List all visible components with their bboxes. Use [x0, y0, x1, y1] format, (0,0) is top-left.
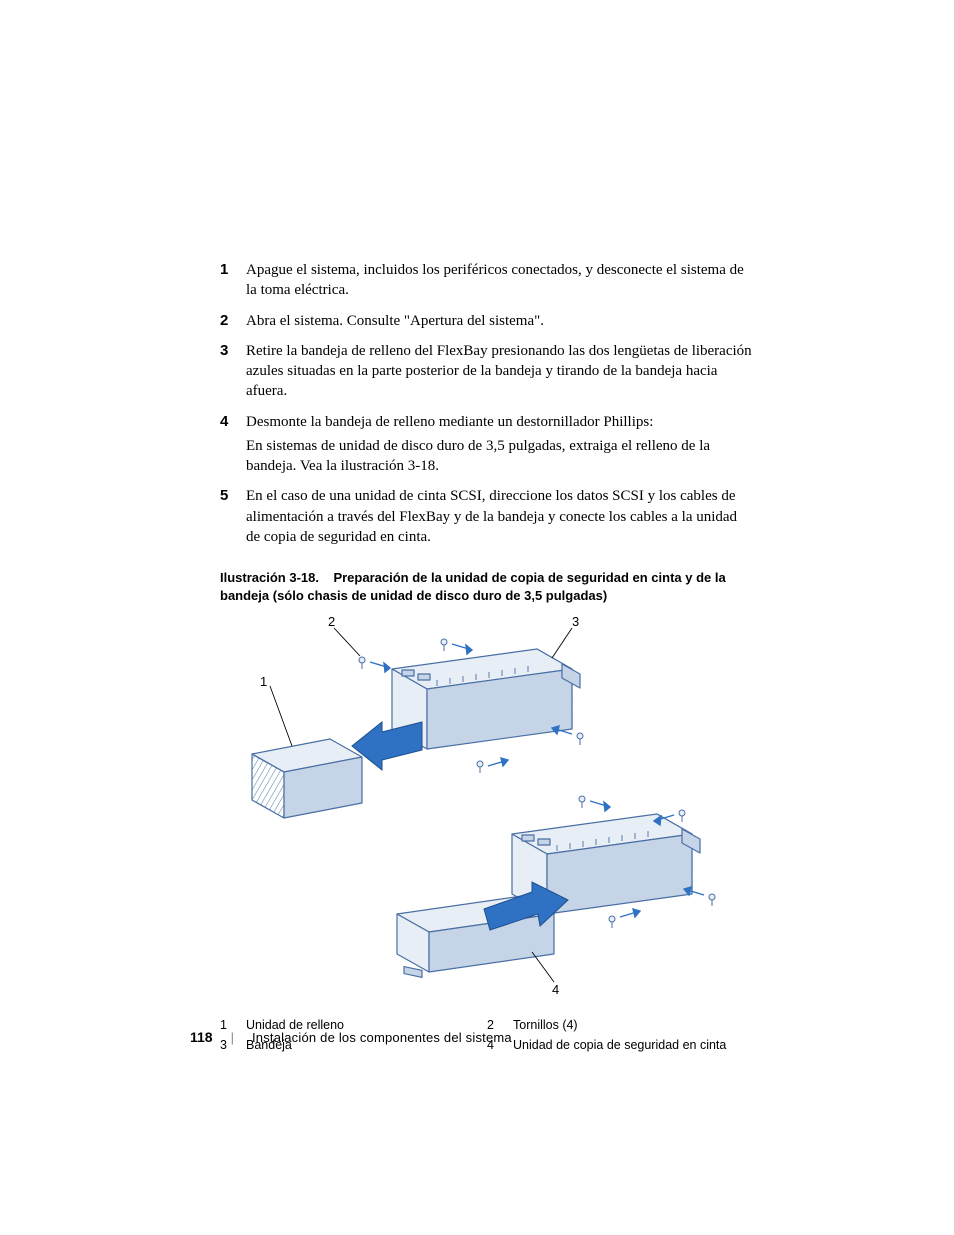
step-text: Retire la bandeja de relleno del FlexBay…	[246, 341, 754, 402]
step-number: 3	[220, 341, 246, 406]
legend-text: Unidad de copia de seguridad en cinta	[513, 1038, 754, 1052]
steps-list: 1 Apague el sistema, incluidos los perif…	[220, 260, 754, 551]
step-text: En el caso de una unidad de cinta SCSI, …	[246, 486, 754, 547]
step-text: En sistemas de unidad de disco duro de 3…	[246, 436, 754, 477]
step-item: 3 Retire la bandeja de relleno del FlexB…	[220, 341, 754, 406]
step-item: 5 En el caso de una unidad de cinta SCSI…	[220, 486, 754, 551]
legend-cell: 4 Unidad de copia de seguridad en cinta	[487, 1038, 754, 1052]
callout-1: 1	[260, 674, 267, 689]
step-text: Apague el sistema, incluidos los perifér…	[246, 260, 754, 301]
step-body: Retire la bandeja de relleno del FlexBay…	[246, 341, 754, 406]
step-item: 4 Desmonte la bandeja de relleno mediant…	[220, 412, 754, 481]
step-number: 2	[220, 311, 246, 335]
figure-illustration: 1 2 3 4	[232, 614, 742, 1004]
callout-2: 2	[328, 614, 335, 629]
footer-section-title: Instalación de los componentes del siste…	[252, 1030, 512, 1045]
step-body: En el caso de una unidad de cinta SCSI, …	[246, 486, 754, 551]
step-item: 2 Abra el sistema. Consulte "Apertura de…	[220, 311, 754, 335]
step-number: 1	[220, 260, 246, 305]
step-body: Abra el sistema. Consulte "Apertura del …	[246, 311, 754, 335]
figure-caption: Ilustración 3-18. Preparación de la unid…	[220, 569, 754, 604]
legend-text: Tornillos (4)	[513, 1018, 754, 1032]
figure-svg	[232, 614, 742, 1004]
step-body: Desmonte la bandeja de relleno mediante …	[246, 412, 754, 481]
figure-caption-label: Ilustración 3-18.	[220, 570, 319, 585]
legend-cell: 2 Tornillos (4)	[487, 1018, 754, 1032]
step-text: Desmonte la bandeja de relleno mediante …	[246, 412, 754, 432]
callout-3: 3	[572, 614, 579, 629]
callout-4: 4	[552, 982, 559, 997]
step-number: 5	[220, 486, 246, 551]
page-footer: 118 | Instalación de los componentes del…	[190, 1029, 512, 1045]
document-page: 1 Apague el sistema, incluidos los perif…	[0, 0, 954, 1235]
step-body: Apague el sistema, incluidos los perifér…	[246, 260, 754, 305]
step-text: Abra el sistema. Consulte "Apertura del …	[246, 311, 754, 331]
step-number: 4	[220, 412, 246, 481]
page-number: 118	[190, 1029, 213, 1045]
step-item: 1 Apague el sistema, incluidos los perif…	[220, 260, 754, 305]
footer-separator: |	[231, 1030, 234, 1045]
